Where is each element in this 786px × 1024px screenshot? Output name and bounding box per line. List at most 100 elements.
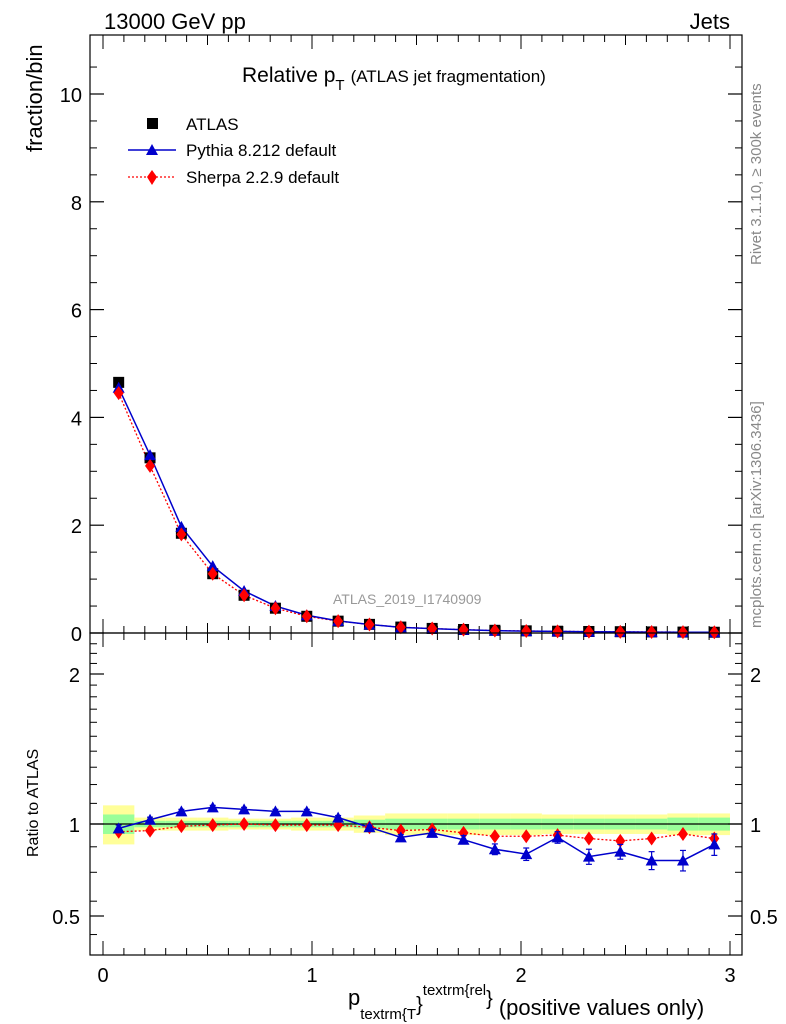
ratio-pythia-point [614, 845, 627, 857]
legend-label-atlas: ATLAS [186, 115, 239, 134]
sherpa-point [709, 625, 720, 640]
ratio-sherpa-point [646, 831, 657, 846]
sherpa-point [615, 624, 626, 639]
mcplots-label: mcplots.cern.ch [arXiv:1306.3436] [748, 401, 765, 628]
sherpa-point [427, 621, 438, 636]
ratio-sherpa-point [145, 823, 156, 838]
plot-title-main: Relative p [242, 64, 335, 87]
ratio-uncertainty-bands [103, 805, 730, 845]
main-axis-ticks: 0 2 4 6 8 10 [60, 35, 742, 646]
ratio-sherpa-point [677, 826, 688, 841]
ratio-sherpa-point [270, 818, 281, 833]
ratio-pythia-point [488, 843, 501, 855]
sherpa-point [176, 527, 187, 542]
sherpa-point [489, 623, 500, 638]
sherpa-point [677, 625, 688, 640]
ratio-pythia-point [457, 833, 470, 845]
ratio-pythia-point [363, 821, 376, 833]
main-ytick-label: 8 [71, 193, 82, 215]
sherpa-point [207, 566, 218, 581]
sherpa-point [395, 620, 406, 635]
ratio-ytick-label: 1 [69, 815, 80, 837]
pythia-point [175, 520, 188, 532]
plot-title-sub: T [335, 77, 344, 94]
legend-label-sherpa: Sherpa 2.2.9 default [186, 168, 339, 187]
legend: ATLAS Pythia 8.212 default Sherpa 2.2.9 … [128, 115, 339, 187]
sherpa-point [552, 624, 563, 639]
ratio-ytick-label: 2 [69, 665, 80, 687]
ratio-pythia-point [144, 813, 157, 825]
header-right: Jets [690, 9, 730, 34]
plot-title-suffix: (ATLAS jet fragmentation) [351, 67, 546, 86]
ratio-sherpa-point [301, 818, 312, 833]
legend-marker-pythia [146, 144, 158, 155]
main-ytick-label: 0 [71, 624, 82, 646]
xlabel-brace2: } [486, 988, 493, 1010]
sherpa-point [521, 623, 532, 638]
xlabel-sub: textrm{T [360, 1006, 416, 1023]
ratio-ytick-label-right: 1 [750, 815, 761, 837]
main-ytick-label: 2 [71, 516, 82, 538]
xlabel-brace1: } [416, 994, 423, 1016]
ratio-sherpa-point [583, 831, 594, 846]
ratio-panel: 0.5 0.5 1 1 2 2 0 1 2 3 [52, 632, 778, 987]
ratio-sherpa-point [176, 819, 187, 834]
ratio-series [112, 801, 721, 872]
ratio-xtick-label: 1 [306, 965, 317, 987]
ratio-pythia-point [520, 848, 533, 860]
ratio-pythia-point [238, 803, 251, 815]
xlabel-sup: textrm{rel [423, 982, 486, 999]
analysis-watermark: ATLAS_2019_I1740909 [333, 591, 482, 607]
ratio-pythia-point [645, 854, 658, 866]
ratio-ytick-label-right: 2 [750, 665, 761, 687]
legend-marker-atlas [147, 118, 158, 129]
main-panel: 0 2 4 6 8 10 [60, 34, 743, 646]
main-ytick-label: 4 [71, 408, 82, 430]
ratio-pythia-point [269, 805, 282, 817]
ratio-pythia-point [206, 801, 219, 813]
ratio-pythia-point [582, 850, 595, 862]
ratio-sherpa-point [207, 818, 218, 833]
header-left: 13000 GeV pp [104, 9, 246, 34]
sherpa-point [583, 624, 594, 639]
sherpa-point [270, 601, 281, 616]
ratio-ytick-label: 0.5 [52, 907, 80, 929]
legend-marker-sherpa [147, 170, 157, 185]
ratio-pythia-point [551, 831, 564, 843]
ratio-pythia-point [676, 854, 689, 866]
sherpa-point [301, 609, 312, 624]
ratio-pythia-line [118, 806, 715, 862]
ratio-pythia-point [394, 831, 407, 843]
ratio-pythia-point [708, 838, 721, 850]
ratio-pythia-point [332, 811, 345, 823]
main-ytick-label: 10 [60, 85, 82, 107]
main-ylabel: fraction/bin [22, 44, 47, 152]
ratio-panel-frame [89, 632, 743, 956]
ratio-ylabel: Ratio to ATLAS [25, 749, 42, 857]
sherpa-point [113, 386, 124, 401]
ratio-xtick-label: 3 [724, 965, 735, 987]
ratio-sherpa-point [458, 825, 469, 840]
pythia-point [206, 560, 219, 572]
sherpa-point [239, 588, 250, 603]
ratio-pythia-point [426, 826, 439, 838]
main-series [112, 376, 721, 640]
sherpa-point [364, 617, 375, 632]
xlabel-p: p [348, 985, 360, 1010]
pythia-point [144, 449, 157, 461]
ratio-pythia-point [112, 822, 125, 834]
ratio-ytick-label-right: 0.5 [750, 907, 778, 929]
sherpa-point [145, 458, 156, 473]
ratio-xtick-label: 2 [515, 965, 526, 987]
xlabel-suffix: (positive values only) [499, 995, 704, 1020]
ratio-sherpa-point [489, 829, 500, 844]
ratio-sherpa-line [118, 823, 715, 842]
ratio-xtick-label: 0 [97, 965, 108, 987]
ratio-axis-ticks: 0.5 0.5 1 1 2 2 0 1 2 3 [52, 633, 778, 987]
legend-label-pythia: Pythia 8.212 default [186, 141, 337, 160]
main-ytick-label: 6 [71, 301, 82, 323]
xlabel: ptextrm{T}textrm{rel} (positive values on… [348, 982, 704, 1023]
plot-title: Relative pT (ATLAS jet fragmentation) [242, 64, 546, 94]
ratio-pythia-point [175, 805, 188, 817]
